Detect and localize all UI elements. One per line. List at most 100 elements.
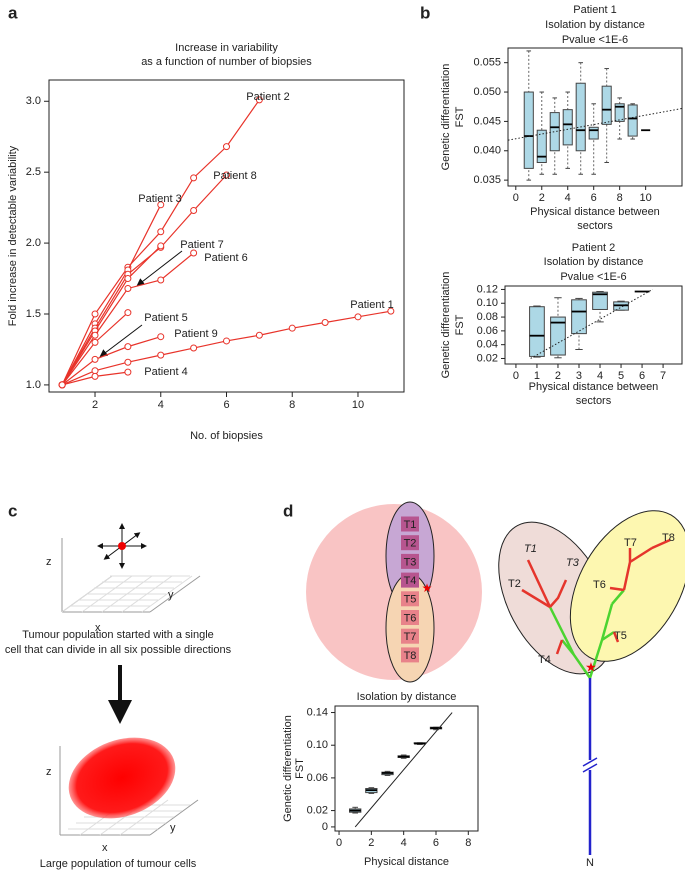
axis-letter: z [46,556,52,568]
series-line [61,245,162,386]
x-tick-label: 4 [565,192,571,204]
x-tick-label: 1 [534,370,540,382]
data-point [91,338,99,346]
x-tick-label: 4 [597,370,603,382]
sector-box [401,610,419,625]
sector-label: T6 [404,612,417,624]
series-label: Patient 6 [204,252,247,264]
x-axis-label: Physical distance [364,856,449,868]
box [592,291,608,310]
data-point [91,367,99,375]
y-tick-label: 0.040 [473,145,501,157]
y-tick-label: 0.08 [477,311,498,323]
y-tick-label: 0.14 [307,706,328,718]
x-tick-label: 4 [158,399,164,411]
data-point [124,275,132,283]
sector-label: T4 [404,575,417,587]
data-point [354,313,362,321]
plot-frame [507,47,683,187]
x-tick-label: 8 [289,399,295,411]
x-axis-label: No. of biopsies [190,430,263,442]
series-label: Patient 7 [180,239,223,251]
caption: Large population of tumour cells [40,858,197,870]
y-tick-label: 2.0 [26,237,41,249]
data-point [288,324,296,332]
data-point [157,276,165,284]
y-axis-label: Genetic differentiation [440,272,452,379]
y-axis-label: Genetic differentiation [440,64,452,171]
chart-title: Increase in variability [175,42,278,54]
sector-label: T2 [404,538,417,550]
series-line [61,174,227,386]
series-label: Patient 2 [246,91,289,103]
series-label: Patient 8 [213,170,256,182]
series-label: Patient 1 [350,299,393,311]
x-tick-label: 5 [618,370,624,382]
box [562,109,573,146]
x-tick-label: 2 [555,370,561,382]
x-axis-label: Physical distance between [530,206,660,218]
y-tick-label: 3.0 [26,95,41,107]
chart-title: Pvalue <1E-6 [562,34,628,46]
y-tick-label: 1.5 [26,308,41,320]
tree-root-label: N [586,857,594,869]
series-label: Patient 3 [138,193,181,205]
y-tick-label: 0.10 [307,739,328,751]
box [549,112,560,152]
caption: Tumour population started with a single [22,629,214,641]
box [536,129,547,164]
chart-title: Patient 1 [573,4,616,16]
chart-title: as a function of number of biopsies [141,56,312,68]
tree-label: T5 [614,630,627,642]
series-line [61,204,162,386]
y-axis-label: Fold increase in detectable variability [7,145,19,326]
chart-title: Isolation by distance [545,19,645,31]
series-line [61,336,161,386]
y-tick-label: 0 [322,821,328,833]
trend-line [530,289,653,359]
x-tick-label: 0 [513,192,519,204]
box [588,126,599,140]
data-point [157,201,165,209]
data-point [190,206,198,214]
star: ★ [585,659,597,674]
x-axis-label: sectors [577,220,613,232]
trend-line [507,107,683,141]
y-tick-label: 0.06 [477,325,498,337]
trend-line [354,712,453,828]
y-tick-label: 0.02 [477,352,498,364]
panel-label: a [8,3,18,22]
box [571,299,587,335]
chart-title: Pvalue <1E-6 [560,271,626,283]
data-point [124,309,132,317]
data-point [91,372,99,380]
tumour-cloud [68,737,176,819]
y-tick-label: 0.10 [477,297,498,309]
x-tick-label: 6 [639,370,645,382]
x-tick-label: 8 [617,192,623,204]
sector-box [401,535,419,551]
sector-box [401,516,419,532]
axis-letter: z [46,766,52,778]
data-point [321,319,329,327]
series-label: Patient 9 [174,328,217,340]
box [575,82,586,152]
plot-frame [334,705,479,832]
data-point [223,143,230,151]
data-point [124,368,132,376]
data-point [124,343,132,351]
tree-label: T7 [624,537,637,549]
tree-label: T4 [538,654,551,666]
y-axis-label: FST [454,106,466,127]
x-tick-label: 8 [465,837,471,849]
sector-label: T1 [404,519,417,531]
x-tick-label: 10 [352,399,364,411]
axes-sketch [61,538,201,613]
x-tick-label: 7 [660,370,666,382]
box [601,85,612,125]
division-arrows [97,523,147,569]
series-label: Patient 4 [144,366,187,378]
x-tick-label: 10 [640,192,652,204]
y-tick-label: 0.045 [473,115,501,127]
y-tick-label: 0.12 [477,283,498,295]
